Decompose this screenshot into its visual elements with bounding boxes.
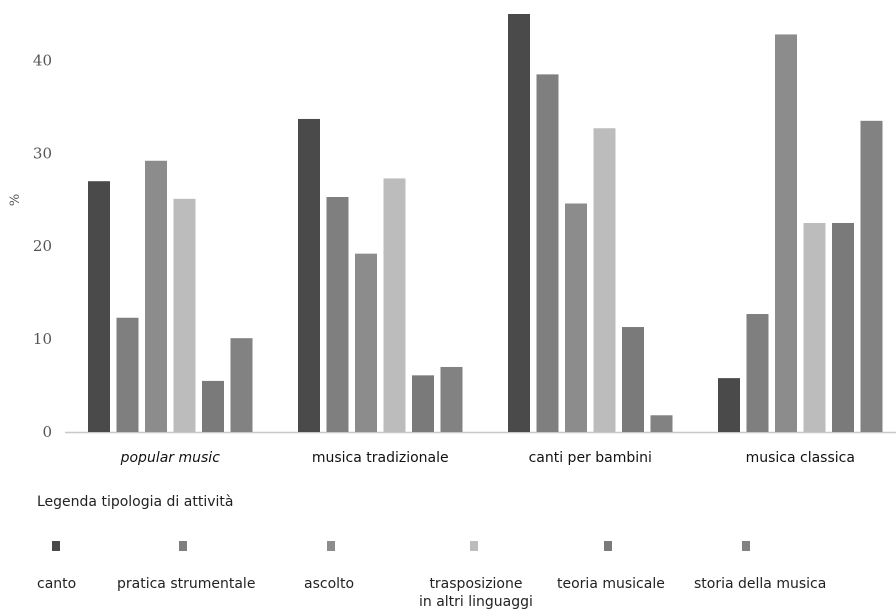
legend-swatch [470,541,478,551]
legend-label: storia della musica [694,576,827,592]
category-label: canti per bambini [529,450,652,466]
bar-3-3 [565,203,587,432]
y-tick-label: 10 [33,330,52,348]
bar-2-4 [383,178,406,432]
category-label: popular music [120,450,221,466]
bar-4-4 [803,223,826,432]
y-tick-label: 30 [33,144,52,162]
bar-1-1 [88,181,110,432]
bar-2-6 [440,366,463,432]
bar-1-6 [230,338,253,432]
bar-1-4 [173,198,196,432]
legend-swatch [604,541,612,551]
bar-3-1 [508,14,530,432]
y-tick-label: 0 [42,423,52,441]
bar-4-2 [746,314,769,432]
labels-group: 0 10 20 30 40% popular music musica tradiziona… [8,51,855,466]
bar-4-6 [860,120,883,433]
bar-2-3 [355,253,377,432]
legend-title: Legenda tipologia di attività [37,494,234,510]
legend-label: trasposizione in altri linguaggi [419,576,533,610]
bar-3-4 [593,128,616,432]
category-label: musica classica [746,450,855,466]
bar-2-5 [412,375,434,432]
bar-2-2 [326,196,349,432]
legend-label: pratica strumentale [117,576,256,592]
bar-4-1 [718,378,740,432]
legend-swatch [742,541,750,551]
bar-1-5 [202,380,224,432]
y-tick-label: 40 [33,51,52,69]
y-tick-label: 20 [33,237,52,255]
bar-chart: 0 10 20 30 40% popular music musica tradiziona… [8,14,896,466]
category-label: musica tradizionale [312,450,449,466]
legend-label: ascolto [304,576,355,592]
bar-3-2 [536,74,559,432]
legend-label: teoria musicale [557,576,665,592]
bar-3-5 [622,327,644,432]
legend-swatch [179,541,187,551]
bar-3-6 [650,415,673,432]
y-axis-label: % [8,194,23,206]
legend-label: canto [37,576,77,592]
bar-1-2 [116,317,139,432]
bars-group [88,14,883,433]
legend-swatch [52,541,60,551]
bar-1-3 [145,160,167,432]
bar-2-1 [298,118,320,432]
legend-swatch [327,541,335,551]
bar-4-5 [832,223,854,432]
bar-4-3 [775,34,797,433]
